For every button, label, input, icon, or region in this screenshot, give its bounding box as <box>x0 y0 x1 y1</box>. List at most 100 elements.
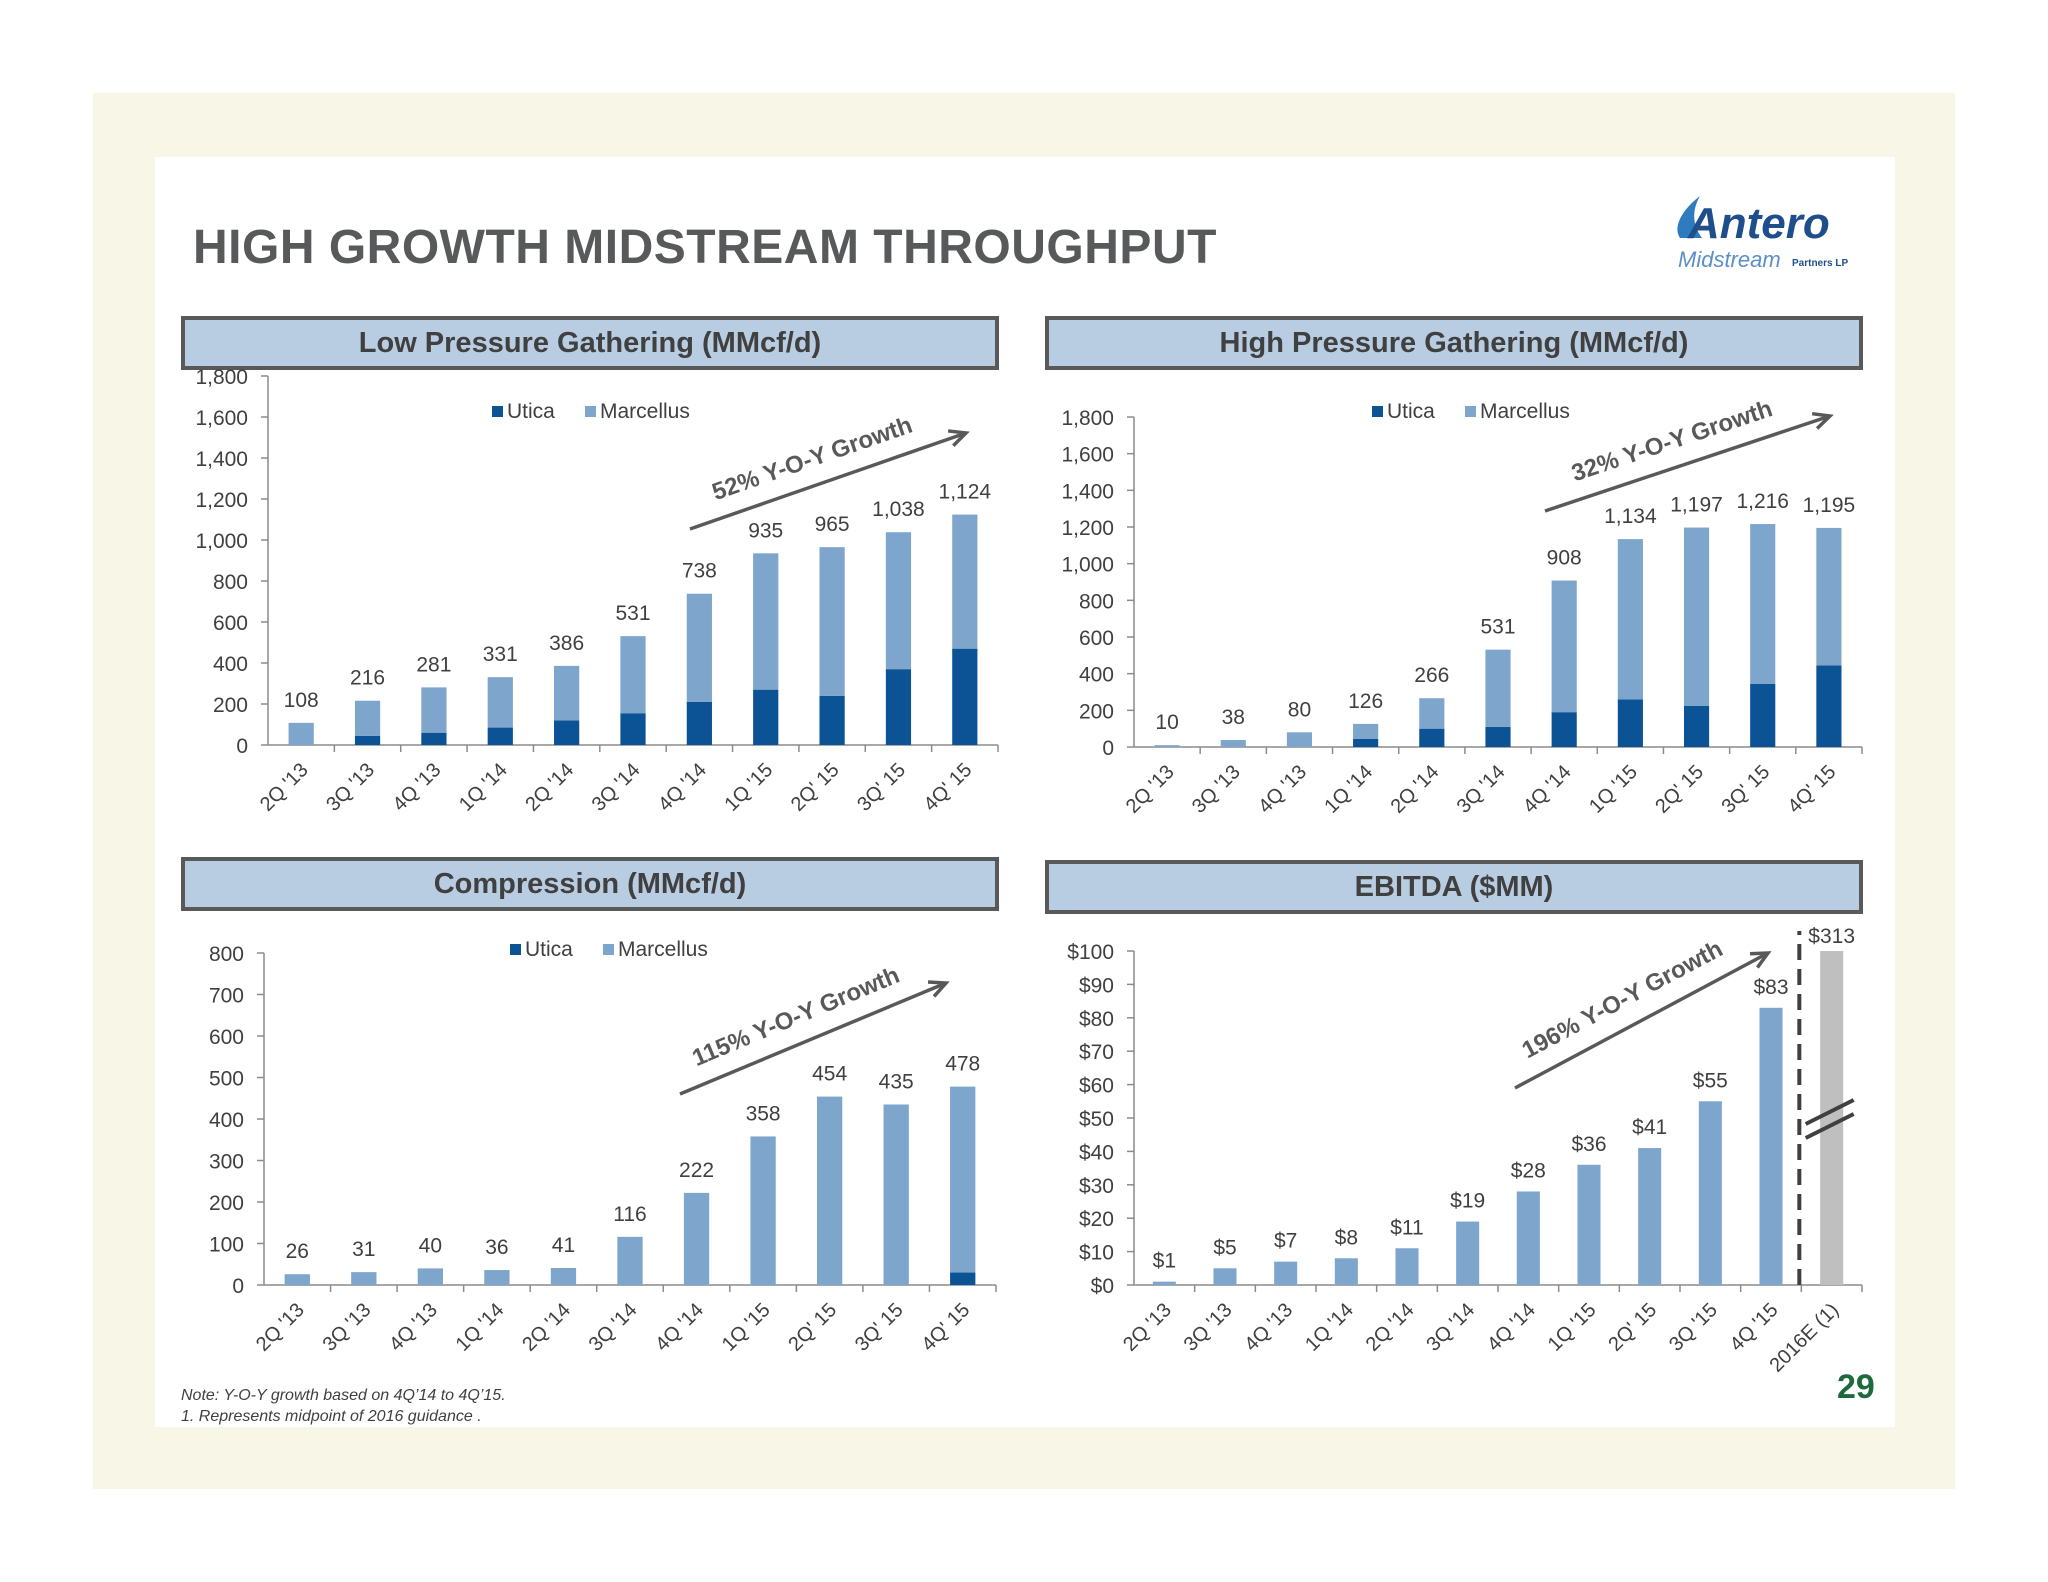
data-label: 435 <box>879 1070 914 1093</box>
bar-utica <box>1683 705 1710 747</box>
bar-marcellus <box>1485 649 1511 727</box>
data-label: $19 <box>1450 1190 1485 1213</box>
page-title: HIGH GROWTH MIDSTREAM THROUGHPUT <box>193 221 1217 274</box>
growth-arrow <box>1514 951 1769 1090</box>
bar-utica <box>421 732 447 745</box>
axis-break-mark <box>1804 1112 1855 1140</box>
x-tick-label: 2Q '14 <box>1362 1299 1419 1356</box>
bar-utica <box>1353 738 1379 747</box>
bar-utica <box>1485 726 1511 747</box>
legend-label-utica: Utica <box>507 400 555 423</box>
bar-ebitda <box>1152 1281 1176 1285</box>
data-label: $1 <box>1153 1250 1176 1273</box>
data-label: 80 <box>1288 698 1311 721</box>
y-tick-label: 200 <box>1079 700 1114 723</box>
bar-marcellus <box>1816 527 1842 666</box>
data-label: 266 <box>1414 664 1449 687</box>
data-label: 26 <box>286 1240 309 1263</box>
data-label: 478 <box>945 1053 980 1076</box>
y-tick-label: 1,200 <box>1061 517 1114 540</box>
bar-utica <box>354 735 381 745</box>
y-tick-label: $100 <box>1067 941 1114 964</box>
legend-swatch-utica <box>1372 406 1383 417</box>
bar-utica <box>1419 728 1445 747</box>
logo-name: Antero <box>1687 199 1830 248</box>
x-tick-label: 4Q '13 <box>1240 1299 1297 1356</box>
y-tick-label: 700 <box>209 985 244 1008</box>
y-tick-label: 1,000 <box>195 530 248 553</box>
data-label: 738 <box>682 560 717 583</box>
data-label: $313 <box>1808 925 1855 948</box>
bar-marcellus <box>686 593 712 702</box>
bar-marcellus <box>554 665 580 721</box>
y-tick-label: $50 <box>1079 1108 1114 1131</box>
bar-marcellus <box>417 1268 444 1285</box>
page-number: 29 <box>1837 1368 1875 1406</box>
data-label: 935 <box>748 519 783 542</box>
legend-label-utica: Utica <box>525 938 573 961</box>
bar-ebitda <box>1213 1268 1237 1285</box>
data-label: $5 <box>1213 1236 1236 1259</box>
y-tick-label: 1,600 <box>1061 444 1114 467</box>
bar-marcellus <box>1551 580 1577 713</box>
bar-marcellus <box>950 1086 976 1273</box>
bar-utica <box>753 689 779 745</box>
data-label: 281 <box>416 653 451 676</box>
bar-utica <box>1816 665 1842 747</box>
bar-marcellus <box>284 1274 310 1285</box>
data-label: $8 <box>1335 1226 1358 1249</box>
bar-utica <box>487 727 513 745</box>
y-tick-label: 0 <box>1102 737 1114 760</box>
data-label: 965 <box>815 513 850 536</box>
y-tick-label: $80 <box>1079 1008 1114 1031</box>
data-label: 454 <box>812 1063 847 1086</box>
y-tick-label: 0 <box>236 735 248 758</box>
y-tick-label: 1,800 <box>195 366 248 389</box>
bar-marcellus <box>819 547 845 696</box>
bar-marcellus <box>617 1236 643 1285</box>
header-low-pressure: Low Pressure Gathering (MMcf/d) <box>181 316 999 370</box>
bar-marcellus <box>351 1272 377 1285</box>
data-label: 386 <box>549 632 584 655</box>
data-label: $7 <box>1274 1230 1297 1253</box>
data-label: 908 <box>1547 547 1582 570</box>
bar-marcellus <box>1683 527 1710 706</box>
y-tick-label: $70 <box>1079 1041 1114 1064</box>
y-tick-label: 800 <box>213 571 248 594</box>
header-compression: Compression (MMcf/d) <box>181 857 999 911</box>
bar-utica <box>819 695 845 745</box>
y-tick-label: 600 <box>213 612 248 635</box>
data-label: $41 <box>1632 1116 1667 1139</box>
y-tick-label: 100 <box>209 1234 244 1257</box>
bar-marcellus <box>1353 723 1379 739</box>
y-tick-label: 300 <box>209 1151 244 1174</box>
y-tick-label: 0 <box>232 1275 244 1298</box>
bar-utica <box>1750 683 1776 747</box>
y-tick-label: 1,200 <box>195 489 248 512</box>
bar-utica <box>885 669 912 745</box>
bar-marcellus <box>816 1096 843 1285</box>
data-label: 531 <box>1480 616 1515 639</box>
data-label: 1,038 <box>872 498 925 521</box>
data-label: 222 <box>679 1159 714 1182</box>
x-tick-label: 2Q '13 <box>1119 1299 1176 1356</box>
bar-utica <box>554 720 580 745</box>
growth-arrowhead <box>927 980 950 998</box>
bar-ebitda <box>1334 1258 1358 1285</box>
legend-swatch-utica <box>492 406 503 417</box>
bar-marcellus <box>550 1267 577 1285</box>
x-tick-label: 3Q '13 <box>1180 1299 1237 1356</box>
y-tick-label: 600 <box>1079 627 1114 650</box>
bar-marcellus <box>885 532 912 670</box>
data-label: 1,124 <box>939 481 992 504</box>
legend-swatch-marcellus <box>1465 406 1476 417</box>
data-label: $11 <box>1390 1216 1423 1239</box>
bar-marcellus <box>883 1104 909 1285</box>
bar-marcellus <box>620 636 646 714</box>
y-tick-label: 600 <box>209 1026 244 1049</box>
data-label: 10 <box>1155 711 1178 734</box>
legend-label-marcellus: Marcellus <box>1480 400 1570 423</box>
